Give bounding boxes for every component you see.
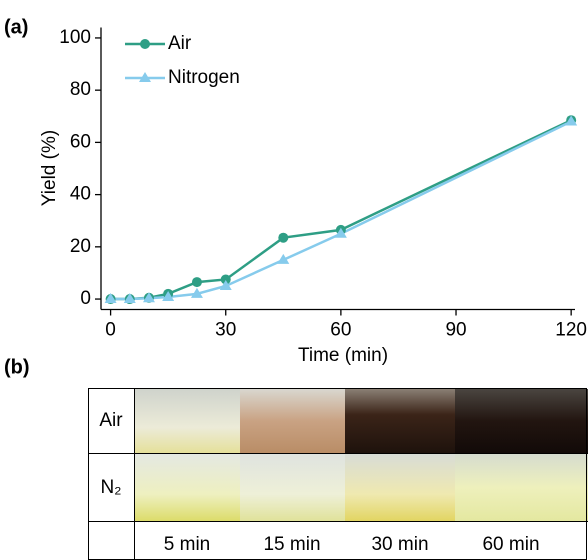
- data-point: [192, 277, 202, 287]
- x-axis-title: Time (min): [298, 345, 388, 366]
- x-tick-label: 90: [445, 320, 466, 341]
- legend-label: Nitrogen: [168, 67, 240, 88]
- column-label: 5 min: [164, 534, 210, 555]
- legend-label: Air: [168, 33, 192, 54]
- data-point: [278, 233, 288, 243]
- y-tick-label: 0: [80, 288, 91, 309]
- x-tick-label: 30: [215, 320, 236, 341]
- photo: [135, 454, 240, 521]
- photo: [455, 389, 588, 453]
- photo: [135, 389, 240, 453]
- photo: [345, 454, 455, 521]
- y-tick-label: 20: [70, 236, 91, 257]
- x-tick-label: 120: [555, 320, 587, 341]
- y-tick-label: 40: [70, 184, 91, 205]
- series-line: [111, 122, 572, 300]
- y-axis-title: Yield (%): [39, 130, 60, 206]
- photo: [455, 454, 588, 521]
- column-label: 30 min: [371, 534, 428, 555]
- series-line: [111, 120, 572, 299]
- photo: [240, 389, 345, 453]
- y-tick-label: 80: [70, 79, 91, 100]
- row-label: N₂: [100, 477, 121, 498]
- column-label: 60 min: [482, 534, 539, 555]
- x-tick-label: 60: [330, 320, 351, 341]
- row-label: Air: [99, 410, 123, 431]
- photo: [240, 454, 345, 521]
- photo: [345, 389, 455, 453]
- y-tick-label: 100: [59, 27, 91, 48]
- legend-marker: [140, 39, 150, 49]
- panel-label: (b): [4, 356, 30, 378]
- chart: (a) (b) Time (min) Yield (%) 0 20 40 60 80 10…: [0, 0, 588, 560]
- panel-label: (a): [4, 16, 28, 38]
- column-label: 15 min: [263, 534, 320, 555]
- figure: (a) (b) Time (min) Yield (%) 0 20 40 60 80 10…: [0, 0, 588, 560]
- x-tick-label: 0: [105, 320, 116, 341]
- y-tick-label: 60: [70, 131, 91, 152]
